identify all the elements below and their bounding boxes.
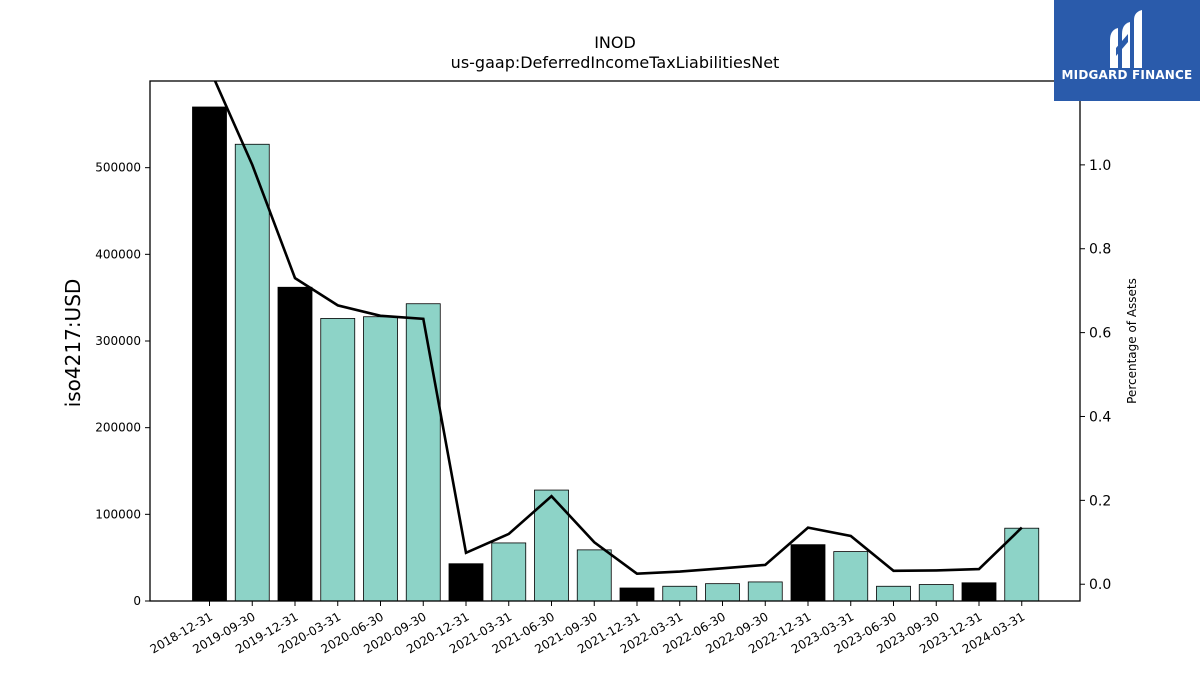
- midgard-logo-icon: [1110, 10, 1142, 68]
- bar-2020-12-31: [448, 563, 484, 602]
- y-right-tick-label: 0.2: [1089, 493, 1111, 509]
- y-tick-label: 500000: [95, 161, 141, 175]
- percentage-of-assets-line: [213, 81, 1023, 576]
- brand-name: MIDGARD FINANCE: [1061, 68, 1193, 82]
- bar-2022-06-30: [705, 583, 740, 602]
- bar-2020-06-30: [363, 316, 398, 602]
- bar-2023-03-31: [833, 551, 869, 602]
- bar-2020-03-31: [320, 318, 356, 602]
- bar-2020-09-30: [405, 303, 441, 602]
- bar-2018-12-31: [192, 106, 227, 602]
- y-axis-right: 0.0 0.2 0.4 0.6 0.8 1.0: [1080, 158, 1111, 593]
- brand-logo: MIDGARD FINANCE: [1054, 0, 1200, 101]
- y-right-tick-label: 0.6: [1089, 326, 1111, 342]
- bar-2019-12-31: [277, 286, 313, 602]
- line-series: [213, 81, 1023, 576]
- y-tick-label: 0: [133, 594, 141, 608]
- bar-2022-12-31: [790, 544, 826, 602]
- y-right-tick-label: 0.8: [1089, 242, 1111, 258]
- x-axis: 2018-12-312019-09-302019-12-312020-03-31…: [148, 601, 1027, 656]
- y-axis-left: 0 100000 200000 300000 400000 500000: [95, 161, 150, 608]
- y-tick-label: 200000: [95, 421, 141, 435]
- bar-2021-12-31: [619, 587, 655, 602]
- y-axis-right-label: Percentage of Assets: [1125, 278, 1139, 404]
- y-tick-label: 300000: [95, 334, 141, 348]
- chart-title: INOD: [594, 33, 636, 52]
- chart-subtitle: us-gaap:DeferredIncomeTaxLiabilitiesNet: [451, 53, 780, 72]
- y-right-tick-label: 0.0: [1089, 577, 1111, 593]
- y-right-tick-label: 0.4: [1089, 409, 1111, 425]
- y-axis-label: iso4217:USD: [61, 279, 85, 408]
- bar-2019-09-30: [234, 143, 270, 602]
- y-tick-label: 400000: [95, 247, 141, 261]
- bar-series: [192, 106, 1040, 602]
- bar-2023-12-31: [961, 582, 997, 602]
- y-right-tick-label: 1.0: [1089, 158, 1111, 174]
- bar-2021-03-31: [491, 542, 527, 602]
- y-tick-label: 100000: [95, 507, 141, 521]
- bar-2021-09-30: [576, 549, 612, 602]
- bar-2023-09-30: [918, 584, 954, 602]
- bar-2022-09-30: [747, 581, 783, 602]
- bar-2022-03-31: [662, 585, 698, 602]
- bar-2023-06-30: [876, 585, 911, 602]
